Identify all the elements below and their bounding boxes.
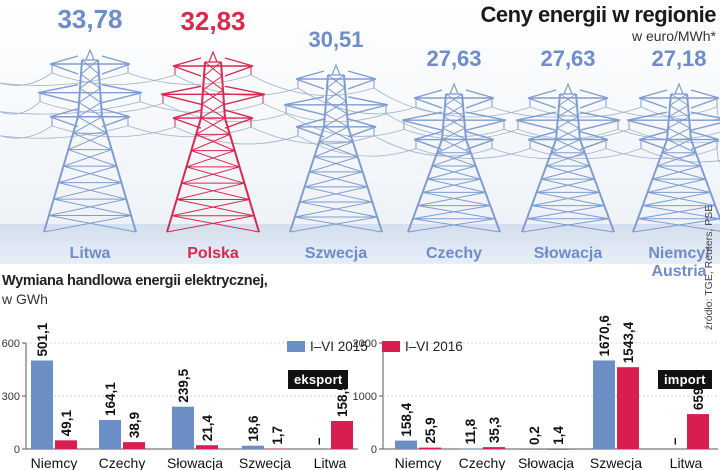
country-name-5-line-0: Niemcy/ <box>648 245 710 262</box>
legend-swatch-2016 <box>382 341 400 352</box>
data-label-0-1: 11,8 <box>463 418 478 444</box>
legend-2016: I–VI 2016 <box>382 339 463 354</box>
data-label-1-2: 21,4 <box>200 414 215 441</box>
price-values: 33,78 32,83 30,51 27,63 27,63 27,18 <box>57 4 706 71</box>
trade-title: Wymiana handlowa energii elektrycznej, <box>2 273 268 289</box>
legend-label-2016: I–VI 2016 <box>405 339 463 354</box>
category-label-4: Litwa <box>670 455 703 470</box>
price-value-3: 27,63 <box>426 46 481 71</box>
tower-0 <box>37 48 143 233</box>
data-label-0-2: 0,2 <box>527 426 542 445</box>
bar-0-1 <box>99 420 121 449</box>
data-label-0-3: 18,6 <box>246 415 261 442</box>
data-label-0-4: – <box>311 437 326 445</box>
data-label-1-4: 158,5 <box>335 383 350 417</box>
country-names: Litwa Polska Szwecja Czechy Słowacja Niemcy/A… <box>70 245 711 280</box>
data-label-1-0: 25,9 <box>423 417 438 443</box>
country-name-0: Litwa <box>70 245 111 262</box>
y-tick-label: 0 <box>371 444 377 456</box>
y-tick-label: 300 <box>2 391 20 403</box>
category-label-0: Niemcy <box>31 455 78 470</box>
bar-1-4 <box>687 414 709 449</box>
bar-1-2 <box>547 448 569 450</box>
bar-0-3 <box>242 445 264 449</box>
country-name-4: Słowacja <box>534 245 603 262</box>
bar-0-0 <box>395 440 417 449</box>
tower-5 <box>626 82 720 233</box>
import-chart: 0 1000 2000 158,4 25,9 Niemcy 11,8 35,3 Czechy 0,… <box>353 315 718 470</box>
towers <box>37 48 720 233</box>
category-label-2: Słowacja <box>167 455 223 470</box>
tower-2 <box>283 63 389 233</box>
country-name-1: Polska <box>187 245 239 262</box>
bar-0-3 <box>593 360 615 449</box>
price-value-2: 30,51 <box>308 27 363 52</box>
bar-1-1 <box>123 442 145 449</box>
bar-0-1 <box>459 448 481 450</box>
bar-1-4 <box>331 420 353 449</box>
category-label-2: Słowacja <box>518 455 574 470</box>
y-tick-label: 0 <box>14 444 20 456</box>
data-label-1-3: 1,7 <box>270 426 285 445</box>
bar-0-2 <box>523 448 545 450</box>
y-tick-label: 600 <box>2 338 20 350</box>
category-label-1: Czechy <box>99 455 146 470</box>
legend-swatch-2015 <box>287 341 305 352</box>
data-label-0-0: 158,4 <box>399 402 414 436</box>
bar-1-0 <box>55 440 77 449</box>
category-label-1: Czechy <box>459 455 506 470</box>
chart-title: Ceny energii w regionie <box>480 2 717 27</box>
tower-3 <box>401 82 507 233</box>
data-label-0-2: 239,5 <box>176 368 191 402</box>
country-name-3: Czechy <box>426 245 482 262</box>
category-label-3: Szwecja <box>239 455 291 470</box>
data-label-1-1: 38,9 <box>127 412 142 438</box>
y-tick-label: 2000 <box>353 338 377 350</box>
bar-0-0 <box>31 360 53 449</box>
export-chart: 0 300 600 501,1 49,1 Niemcy 164,1 38,9 Czechy 239… <box>2 322 358 470</box>
category-label-0: Niemcy <box>395 455 442 470</box>
country-name-2: Szwecja <box>305 245 367 262</box>
category-label-3: Szwecja <box>590 455 642 470</box>
data-label-1-1: 35,3 <box>487 416 502 443</box>
bar-0-2 <box>172 406 194 449</box>
chart-subtitle: w euro/MWh* <box>631 28 716 44</box>
price-value-5: 27,18 <box>651 46 706 71</box>
bar-1-3 <box>266 448 288 450</box>
data-label-0-0: 501,1 <box>35 322 50 356</box>
import-badge: import <box>658 370 712 389</box>
data-label-1-2: 1,4 <box>551 426 566 445</box>
tower-1 <box>160 50 266 233</box>
legend-label-2015: I–VI 2015 <box>310 339 368 354</box>
price-value-1: 32,83 <box>180 6 245 36</box>
price-value-0: 33,78 <box>57 4 122 34</box>
country-name-5-line-1: Austria <box>651 263 706 280</box>
data-label-0-1: 164,1 <box>103 382 118 416</box>
data-label-1-3: 1543,4 <box>621 321 636 363</box>
data-label-0-3: 1670,6 <box>597 315 612 357</box>
data-label-1-0: 49,1 <box>59 410 74 437</box>
legend-2015: I–VI 2015 <box>287 339 368 354</box>
category-label-4: Litwa <box>314 455 347 470</box>
bar-1-2 <box>196 445 218 449</box>
bar-1-0 <box>419 447 441 449</box>
source-note: źródło: TGE, Reuters, PSE <box>703 204 715 330</box>
tower-4 <box>515 82 621 233</box>
trade-unit: w GWh <box>2 291 48 307</box>
y-tick-label: 1000 <box>353 391 377 403</box>
data-label-1-4: 659 <box>691 388 706 411</box>
data-label-0-4: – <box>667 437 682 445</box>
price-value-4: 27,63 <box>540 46 595 71</box>
bar-1-3 <box>617 367 639 449</box>
export-badge: eksport <box>288 370 349 389</box>
bar-1-1 <box>483 447 505 449</box>
